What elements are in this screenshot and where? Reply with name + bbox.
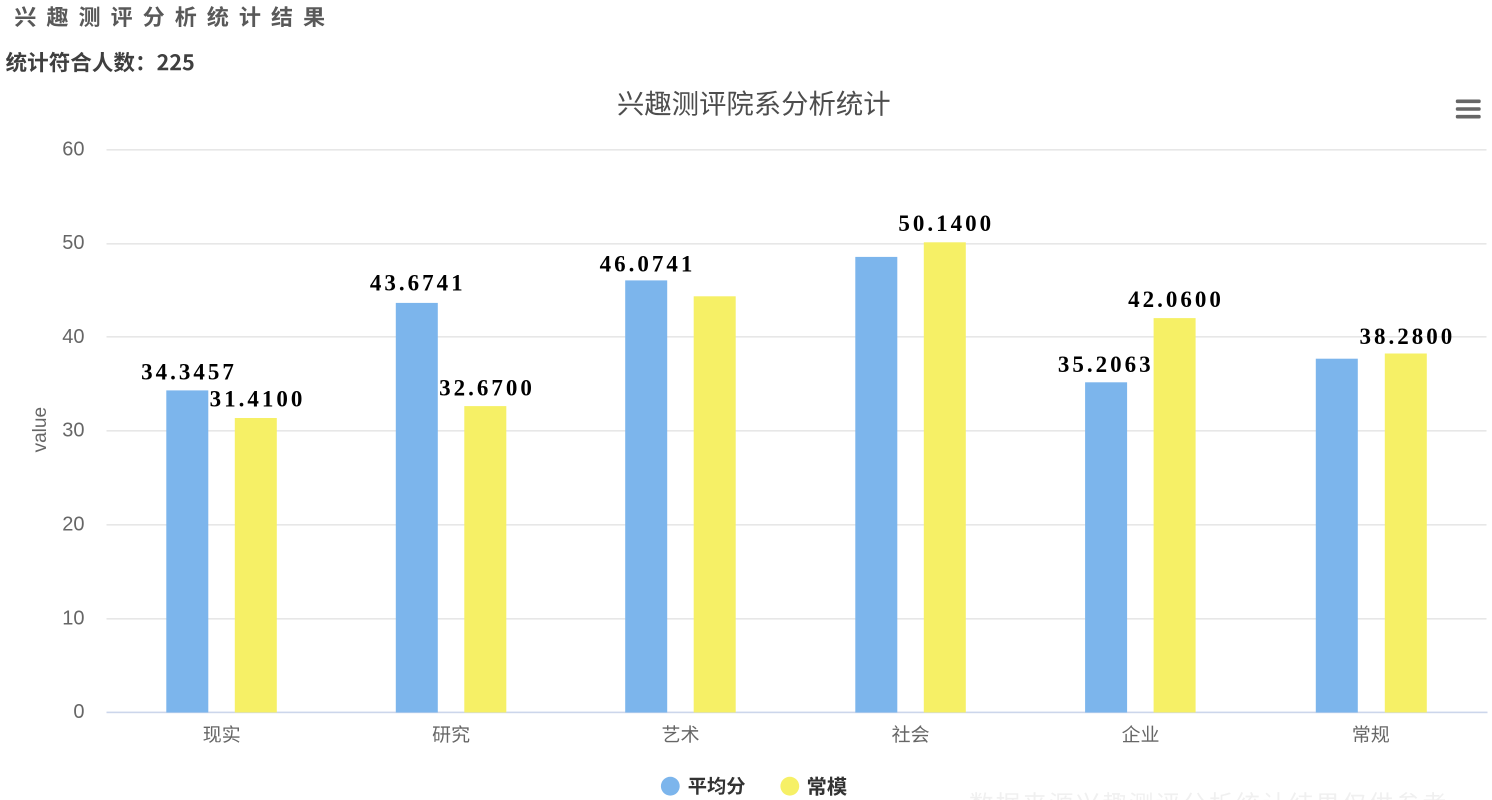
- svg-text:0: 0: [73, 701, 84, 723]
- svg-text:31.4100: 31.4100: [210, 386, 306, 411]
- svg-text:30: 30: [62, 420, 84, 442]
- svg-text:20: 20: [62, 514, 84, 536]
- svg-text:32.6700: 32.6700: [439, 376, 535, 401]
- svg-text:40: 40: [62, 326, 84, 348]
- svg-text:10: 10: [62, 607, 84, 629]
- svg-text:35.2063: 35.2063: [1058, 352, 1154, 377]
- svg-text:value: value: [30, 407, 51, 452]
- svg-text:43.6741: 43.6741: [370, 271, 466, 296]
- svg-text:38.2800: 38.2800: [1360, 324, 1456, 349]
- svg-text:50: 50: [62, 232, 84, 254]
- svg-text:60: 60: [62, 138, 84, 160]
- svg-text:42.0600: 42.0600: [1128, 287, 1224, 312]
- svg-text:34.3457: 34.3457: [141, 359, 237, 384]
- svg-text:46.0741: 46.0741: [600, 251, 696, 276]
- svg-text:50.1400: 50.1400: [898, 211, 994, 236]
